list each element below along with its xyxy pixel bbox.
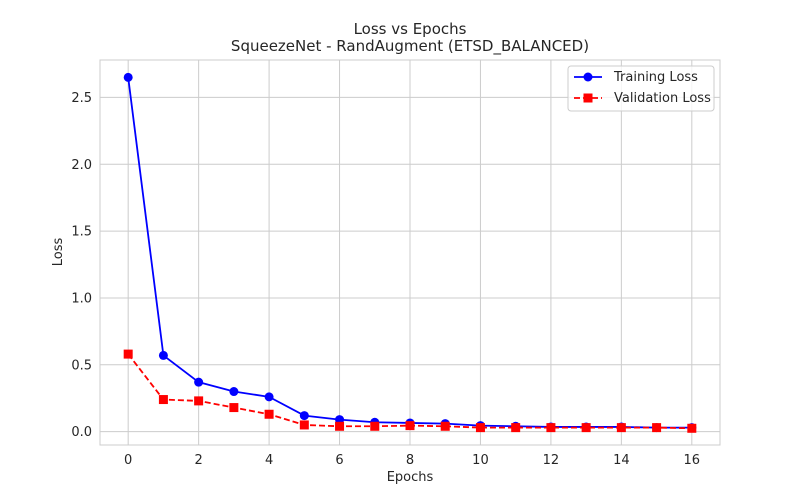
data-point-validation [335,421,345,431]
data-point-validation [687,423,697,433]
data-point-validation [475,423,485,433]
x-axis-label: Epochs [387,470,434,485]
x-tick-label: 14 [613,453,630,468]
legend: Training Loss Validation Loss [567,65,715,112]
y-tick-label: 0.0 [71,425,92,440]
x-tick-label: 10 [472,453,489,468]
legend-validation-marker [583,93,593,103]
data-point-validation [229,403,239,413]
data-point-training [123,72,133,82]
data-point-validation [194,396,204,406]
data-point-validation [123,349,133,359]
series [123,72,697,433]
data-point-training [194,377,204,387]
data-point-validation [405,421,415,431]
x-tick-label: 6 [335,453,343,468]
data-point-validation [511,423,521,433]
data-point-validation [158,395,168,405]
legend-training-marker [583,72,593,82]
data-point-training [299,411,309,421]
data-point-training [264,392,274,402]
legend-training-label: Training Loss [613,70,698,85]
chart-title: Loss vs Epochs [354,20,467,38]
x-tick-label: 2 [194,453,202,468]
data-point-validation [616,423,626,433]
y-tick-label: 1.5 [71,225,92,240]
data-point-validation [299,420,309,430]
legend-box [567,65,715,112]
data-point-validation [581,423,591,433]
data-point-validation [264,409,274,419]
data-point-training [158,350,168,360]
x-tick-label: 4 [265,453,273,468]
y-tick-label: 2.5 [71,91,92,106]
x-tick-label: 16 [684,453,701,468]
data-point-validation [440,421,450,431]
grid [100,60,720,445]
y-tick-label: 1.0 [71,291,92,306]
tick-labels: 0 2 4 6 8 10 12 14 16 0.0 0.5 1.0 1.5 2.0 2.5 [71,91,700,468]
chart-subtitle: SqueezeNet - RandAugment (ETSD_BALANCED) [231,37,589,56]
x-tick-label: 12 [543,453,560,468]
data-point-training [229,387,239,397]
y-axis-label: Loss [51,238,66,267]
legend-validation-label: Validation Loss [614,91,711,106]
data-point-validation [652,423,662,433]
data-point-validation [546,423,556,433]
x-tick-label: 8 [406,453,414,468]
y-tick-label: 2.0 [71,158,92,173]
x-tick-label: 0 [124,453,132,468]
y-tick-label: 0.5 [71,358,92,373]
plot-frame [99,59,721,446]
data-point-validation [370,421,380,431]
